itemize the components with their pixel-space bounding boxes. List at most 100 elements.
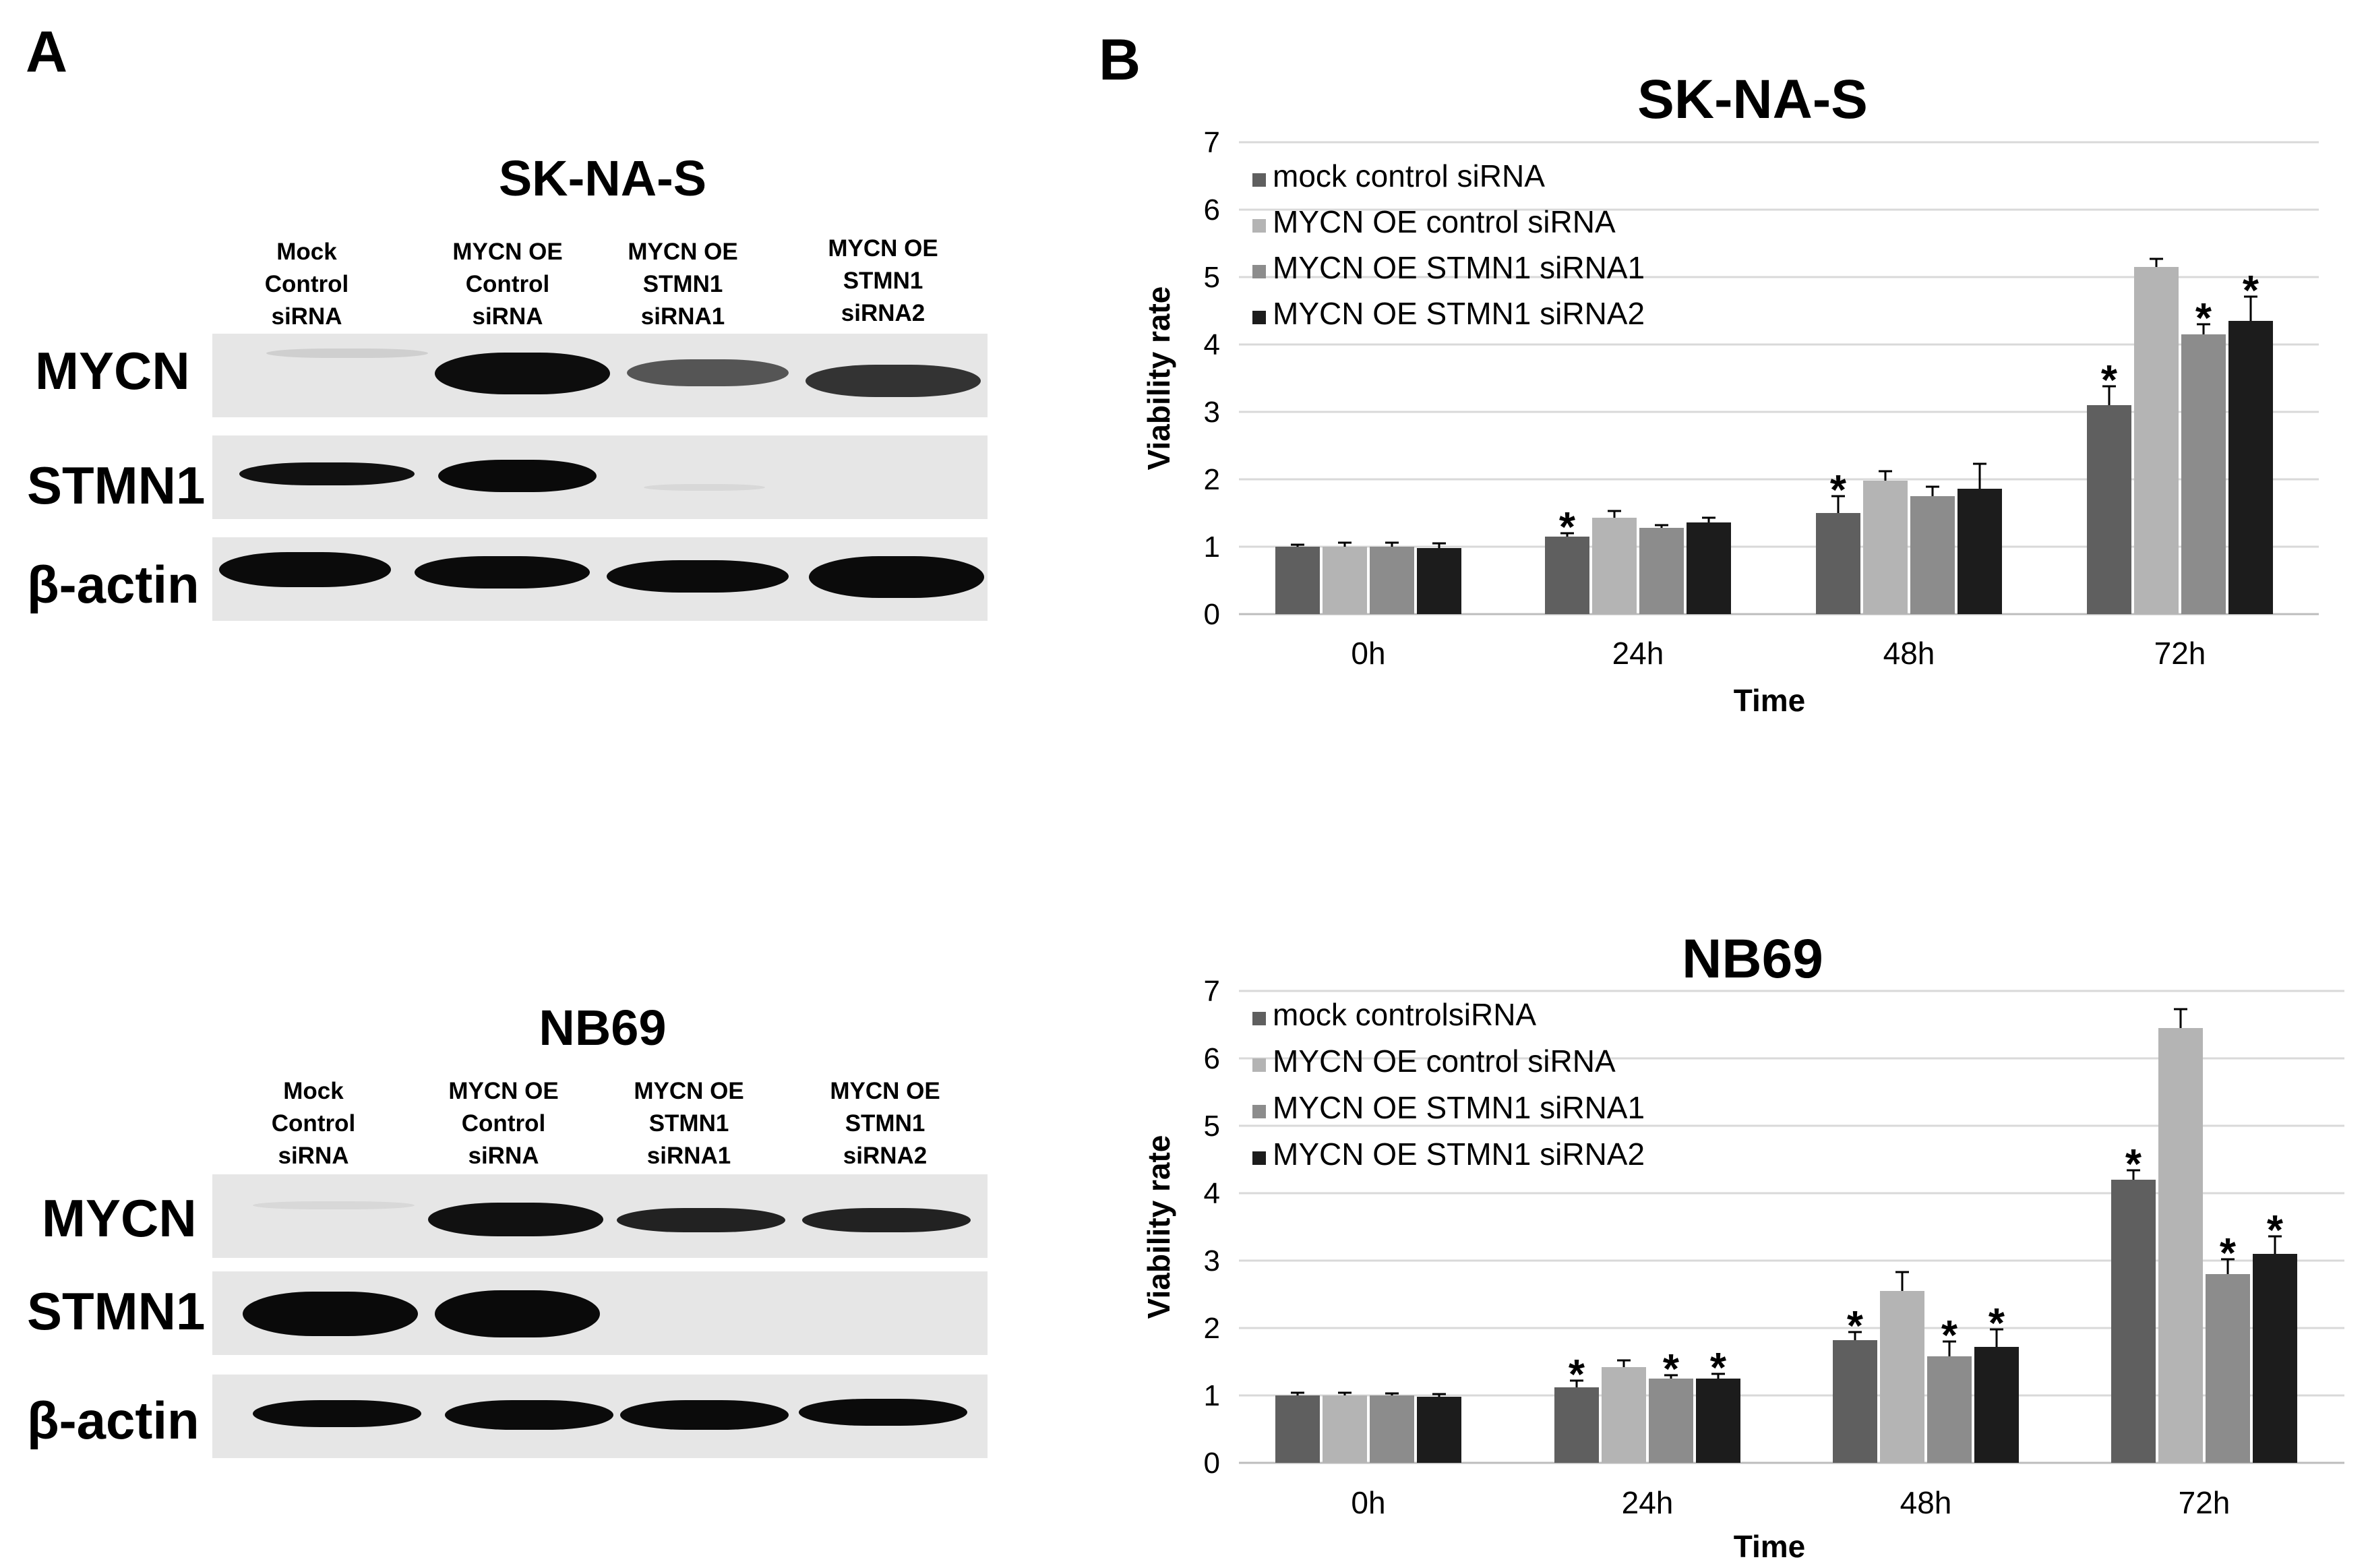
y-axis-label: Viability rate [1141, 287, 1176, 471]
bar [1545, 537, 1589, 614]
band [435, 353, 610, 394]
band [799, 1399, 967, 1426]
row-label-stmn1: STMN1 [27, 456, 206, 515]
bar [2087, 405, 2131, 614]
band [809, 556, 984, 598]
bar [1417, 548, 1461, 614]
band [243, 1292, 418, 1336]
bar [2253, 1254, 2297, 1463]
bar [1910, 496, 1955, 614]
lane-label-4: MYCN OE STMN1 siRNA2 [828, 235, 938, 326]
legend-label: MYCN OE STMN1 siRNA1 [1273, 250, 1645, 285]
bar [1696, 1379, 1740, 1463]
chart-title: NB69 [1682, 928, 1823, 990]
y-tick-label: 0 [1204, 598, 1220, 631]
y-tick-label: 2 [1204, 463, 1220, 496]
y-tick-label: 3 [1204, 396, 1220, 429]
lane-label-4: MYCN OE STMN1 siRNA2 [830, 1078, 940, 1169]
lane-label-3: MYCN OE STMN1 siRNA1 [628, 239, 738, 330]
band [435, 1290, 600, 1337]
x-tick-label: 0h [1351, 636, 1385, 671]
bar [2228, 321, 2273, 614]
legend-label: mock control siRNA [1273, 158, 1545, 193]
significance-star: * [2243, 268, 2259, 314]
x-tick-label: 72h [2154, 636, 2206, 671]
y-tick-label: 6 [1204, 193, 1220, 227]
y-tick-label: 7 [1204, 975, 1220, 1008]
y-tick-label: 1 [1204, 1379, 1220, 1412]
lane-label-1: Mock Control siRNA [271, 1078, 356, 1169]
y-tick-label: 6 [1204, 1042, 1220, 1075]
bar [1649, 1379, 1693, 1463]
row-label-mycn: MYCN [35, 341, 190, 400]
lane-label-2: MYCN OE Control siRNA [452, 239, 563, 330]
y-tick-label: 4 [1204, 1177, 1220, 1210]
significance-star: * [2101, 357, 2118, 404]
significance-star: * [1941, 1313, 1958, 1359]
x-tick-label: 0h [1351, 1485, 1385, 1520]
legend-swatch [1252, 1151, 1266, 1165]
lane-label-1: Mock Control siRNA [264, 239, 349, 330]
bar [1639, 528, 1684, 614]
legend-label: MYCN OE STMN1 siRNA1 [1273, 1090, 1645, 1125]
bar [1417, 1397, 1461, 1463]
y-tick-label: 5 [1204, 1110, 1220, 1143]
y-tick-label: 7 [1204, 126, 1220, 159]
blot-strip-stmn1 [212, 435, 988, 519]
band [253, 1400, 421, 1427]
legend-swatch [1252, 1058, 1266, 1072]
band [806, 365, 981, 397]
row-label-mycn: MYCN [42, 1188, 197, 1248]
viability-chart-2: 0 1 2 3 4 5 6 7 NB69 Time Viability rate 0h 24h 48h 72… [1141, 928, 2344, 1564]
y-tick-label: 1 [1204, 531, 1220, 564]
band [239, 462, 415, 485]
significance-star: * [1569, 1352, 1585, 1398]
significance-star: * [2195, 295, 2212, 342]
band [428, 1203, 603, 1236]
bar [2181, 334, 2226, 614]
significance-star: * [1847, 1303, 1864, 1350]
panel-b-letter: B [1099, 28, 1141, 92]
band [627, 359, 789, 386]
blot-strip-mycn [212, 1174, 988, 1258]
bar [1974, 1347, 2019, 1463]
bar [1323, 547, 1367, 614]
significance-star: * [2220, 1230, 2237, 1277]
lane-label-2: MYCN OE Control siRNA [448, 1078, 559, 1169]
legend-swatch [1252, 173, 1266, 187]
y-tick-label: 3 [1204, 1244, 1220, 1277]
x-tick-label: 24h [1612, 636, 1664, 671]
bar [1370, 547, 1414, 614]
chart-title: SK-NA-S [1637, 69, 1868, 130]
bar [1554, 1387, 1599, 1463]
x-axis-label: Time [1734, 683, 1806, 718]
legend-swatch [1252, 311, 1266, 324]
bar [1816, 513, 1860, 614]
y-tick-label: 2 [1204, 1312, 1220, 1345]
bar [2134, 267, 2179, 614]
bar [1275, 1395, 1320, 1463]
band [617, 1208, 785, 1232]
bar [1370, 1395, 1414, 1463]
band [438, 460, 597, 492]
x-tick-label: 48h [1883, 636, 1935, 671]
row-label-actin: β-actin [27, 555, 200, 614]
band [445, 1400, 613, 1430]
significance-star: * [2267, 1207, 2284, 1254]
blot-strip-actin [212, 537, 988, 621]
band [620, 1400, 789, 1430]
bar [1880, 1291, 1924, 1463]
row-label-stmn1: STMN1 [27, 1281, 206, 1341]
x-tick-label: 24h [1622, 1485, 1674, 1520]
viability-chart-1: 0 1 2 3 4 5 6 7 SK-NA-S Time Viability rate 0h 24h 48… [1141, 69, 2319, 718]
y-tick-label: 5 [1204, 261, 1220, 294]
y-tick-label: 4 [1204, 328, 1220, 361]
x-tick-label: 72h [2179, 1485, 2230, 1520]
blot-title: NB69 [539, 1000, 667, 1056]
band [644, 484, 765, 491]
bar [1275, 547, 1320, 614]
legend-label: MYCN OE control siRNA [1273, 1044, 1616, 1079]
significance-star: * [2125, 1141, 2142, 1188]
blot-strip-mycn [212, 334, 988, 417]
